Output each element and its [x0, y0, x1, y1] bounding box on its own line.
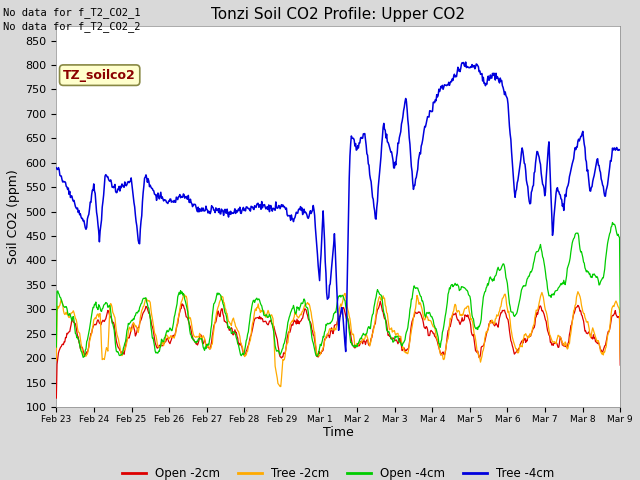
Text: No data for f_T2_CO2_2: No data for f_T2_CO2_2	[3, 21, 141, 32]
Title: Tonzi Soil CO2 Profile: Upper CO2: Tonzi Soil CO2 Profile: Upper CO2	[211, 7, 465, 22]
Text: TZ_soilco2: TZ_soilco2	[63, 69, 136, 82]
Text: No data for f_T2_CO2_1: No data for f_T2_CO2_1	[3, 7, 141, 18]
Y-axis label: Soil CO2 (ppm): Soil CO2 (ppm)	[7, 169, 20, 264]
Legend: Open -2cm, Tree -2cm, Open -4cm, Tree -4cm: Open -2cm, Tree -2cm, Open -4cm, Tree -4…	[118, 463, 559, 480]
X-axis label: Time: Time	[323, 426, 354, 440]
